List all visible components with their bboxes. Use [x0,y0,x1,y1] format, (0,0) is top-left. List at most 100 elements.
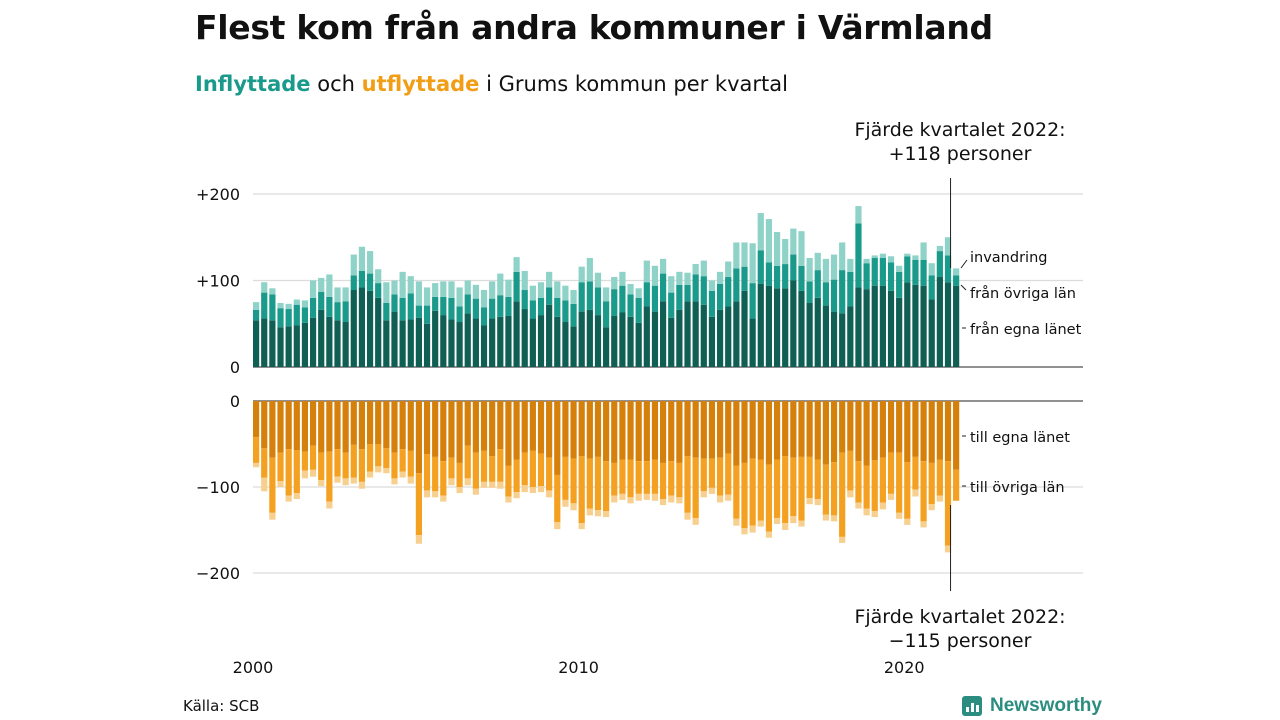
bar-outflow-segment [570,458,577,504]
bar-outflow-segment [440,495,447,502]
bar-inflow-segment [855,223,862,288]
bar-outflow-segment [692,401,699,458]
bar-outflow-segment [611,462,618,496]
bar-outflow-segment [741,462,748,529]
bar-inflow-segment [480,290,488,308]
chart-subtitle: Inflyttade och utflyttade i Grums kommun… [195,72,788,96]
bar-outflow-segment [944,545,952,553]
bar-inflow-segment [839,313,846,367]
bar-outflow-segment [562,456,569,500]
bar-outflow-segment [765,464,773,532]
bar-inflow-segment [822,305,829,367]
bar-outflow-segment [309,445,317,470]
bar-inflow-segment [415,317,422,367]
bar-inflow-segment [920,242,927,260]
bar-outflow-segment [676,401,683,463]
bar-inflow-segment [448,319,455,367]
bar-outflow-segment [953,469,960,501]
bar-inflow-segment [407,319,414,367]
bar-outflow-segment [489,481,496,488]
bar-inflow-segment [309,317,317,367]
bar-outflow-segment [700,458,707,492]
bar-inflow-segment [253,320,260,367]
bar-outflow-segment [953,401,960,470]
bar-outflow-segment [806,498,813,505]
bar-inflow-segment [366,290,374,367]
bar-outflow-segment [513,492,520,499]
bar-inflow-segment [863,258,870,264]
bar-outflow-segment [611,401,618,463]
bar-inflow-segment [594,287,602,316]
bar-inflow-segment [814,252,821,271]
bar-inflow-segment [521,309,528,367]
bar-inflow-segment [725,277,732,307]
bar-outflow-segment [855,502,862,509]
bar-inflow-segment [358,246,366,271]
bar-inflow-segment [513,271,520,302]
bar-outflow-segment [537,401,545,454]
annotation-top-line2: +118 personer [888,143,1032,165]
bar-outflow-segment [594,510,602,517]
bar-outflow-segment [936,459,943,496]
bar-inflow-segment [480,307,488,326]
bar-inflow-segment [953,275,960,286]
bar-inflow-segment [936,251,943,278]
bar-outflow-segment [261,448,268,478]
bar-outflow-segment [912,401,919,457]
bar-outflow-segment [643,401,650,462]
bar-inflow-segment [326,274,333,297]
bar-outflow-segment [415,535,422,544]
bar-inflow-segment [497,273,504,296]
bar-outflow-segment [358,401,366,450]
bar-inflow-segment [521,270,528,291]
bar-inflow-segment [749,318,756,367]
bar-inflow-segment [871,285,878,367]
bar-inflow-segment [594,272,602,288]
bar-outflow-segment [684,456,691,513]
bar-outflow-segment [757,401,764,460]
bar-inflow-segment [261,282,268,293]
bar-outflow-segment [432,401,439,457]
chart-title: Flest kom från andra kommuner i Värmland [195,8,993,47]
bar-outflow-segment [318,452,325,481]
annotation-bottom-line2: −115 personer [888,630,1032,652]
bar-inflow-segment [879,253,886,259]
bar-inflow-segment [537,297,545,316]
bar-outflow-segment [285,449,292,496]
bar-inflow-segment [912,255,919,260]
bar-inflow-segment [456,306,463,323]
bar-inflow-segment [554,316,561,367]
legend-leader-line [960,284,967,291]
bar-outflow-segment [358,449,366,482]
bar-outflow-segment [806,456,813,499]
bar-outflow-segment [448,478,455,486]
bar-inflow-segment [350,254,357,276]
bar-outflow-segment [814,499,821,506]
bar-outflow-segment [554,474,561,523]
bar-outflow-segment [790,457,797,517]
legend-leader-line [960,259,968,269]
bar-outflow-segment [334,449,341,477]
bar-inflow-segment [277,327,284,367]
bar-outflow-segment [326,501,333,509]
bar-outflow-segment [871,511,878,518]
bar-inflow-segment [391,294,398,312]
bar-outflow-segment [586,401,593,459]
subtitle-och: och [317,72,355,96]
subtitle-utflyttade: utflyttade [361,72,480,96]
bar-inflow-segment [489,281,496,299]
bar-outflow-segment [887,493,895,500]
bar-inflow-segment [700,260,707,277]
bar-inflow-segment [765,285,773,367]
bar-outflow-segment [619,459,626,494]
bar-outflow-segment [660,499,667,506]
bar-inflow-segment [635,288,642,298]
bar-outflow-segment [822,514,829,521]
bar-outflow-segment [456,487,463,494]
y-tick-label-inflow: +200 [196,185,240,204]
bar-inflow-segment [440,281,447,297]
bar-inflow-segment [782,288,789,367]
bar-inflow-segment [839,242,846,271]
bar-inflow-segment [472,284,479,299]
bar-inflow-segment [334,302,341,321]
